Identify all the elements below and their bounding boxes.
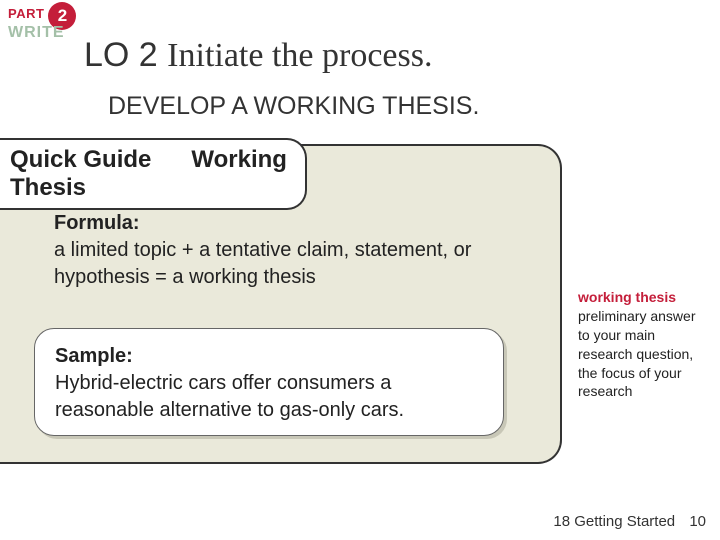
sample-box: Sample: Hybrid-electric cars offer consu… bbox=[34, 328, 504, 436]
part-label: PART bbox=[8, 6, 44, 21]
definition-term: working thesis bbox=[578, 289, 676, 305]
formula-block: Formula: a limited topic + a tentative c… bbox=[54, 210, 524, 291]
quick-guide-tab: Quick Guide Working Thesis bbox=[0, 138, 307, 210]
definition-block: working thesis preliminary answer to you… bbox=[578, 288, 708, 401]
formula-text: a limited topic + a tentative claim, sta… bbox=[54, 239, 471, 288]
quick-guide-thesis: Thesis bbox=[10, 174, 86, 201]
learning-objective-number: LO 2 bbox=[84, 36, 158, 74]
subheading: DEVELOP A WORKING THESIS. bbox=[108, 92, 479, 121]
heading-title: Initiate the process. bbox=[167, 37, 432, 74]
write-label: WRITE bbox=[8, 24, 65, 42]
sample-label: Sample: bbox=[55, 345, 133, 367]
definition-body: preliminary answer to your main research… bbox=[578, 308, 695, 400]
footer-chapter: 18 Getting Started bbox=[553, 513, 675, 530]
page-heading: LO 2 Initiate the process. bbox=[84, 36, 432, 75]
footer: 18 Getting Started 10 bbox=[553, 513, 706, 530]
sample-text: Hybrid-electric cars offer consumers a r… bbox=[55, 372, 404, 421]
formula-label: Formula: bbox=[54, 212, 140, 234]
quick-guide-label: Quick Guide bbox=[10, 146, 151, 173]
part-number: 2 bbox=[58, 6, 67, 26]
footer-page: 10 bbox=[689, 513, 706, 530]
quick-guide-working: Working bbox=[191, 146, 287, 173]
